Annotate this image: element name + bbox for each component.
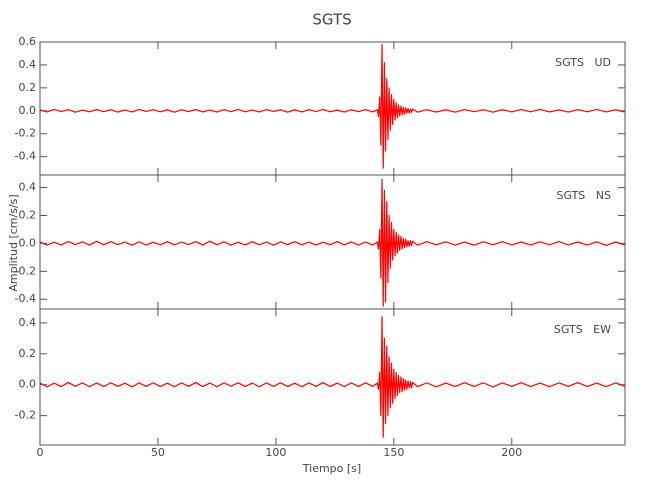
x-axis-label: Tiempo [s] [302, 462, 361, 475]
y-tick-label: 0.0 [19, 378, 37, 391]
y-tick-label: 0.0 [19, 104, 37, 117]
y-tick-label: 0.6 [19, 35, 37, 48]
y-tick-label: 0.4 [19, 181, 37, 194]
y-tick-label: -0.4 [15, 292, 36, 305]
y-tick-label: -0.4 [15, 150, 36, 163]
panel-frame [39, 308, 626, 446]
y-tick-label: 0.0 [19, 236, 37, 249]
waveform [39, 178, 626, 307]
x-tick-label: 50 [151, 446, 165, 459]
panel-frame [39, 41, 626, 176]
panel-label: SGTS UD [555, 56, 611, 69]
y-tick-label: 0.2 [19, 208, 37, 221]
x-tick-label: 100 [265, 446, 286, 459]
x-tick-label: 150 [383, 446, 404, 459]
y-tick-label: 0.2 [19, 347, 37, 360]
waveform [39, 43, 626, 169]
y-tick-label: 0.2 [19, 81, 37, 94]
y-tick-label: -0.2 [15, 264, 36, 277]
y-tick-label: 0.4 [19, 58, 37, 71]
y-tick-label: -0.2 [15, 127, 36, 140]
panel-label: SGTS EW [554, 323, 611, 336]
y-tick-label: 0.4 [19, 316, 37, 329]
panel-frame [39, 174, 626, 310]
panel-label: SGTS NS [556, 189, 611, 202]
chart-title: SGTS [312, 11, 351, 29]
x-tick-label: 200 [501, 446, 522, 459]
x-tick-label: 0 [37, 446, 44, 459]
y-tick-label: -0.2 [15, 409, 36, 422]
y-axis-label: Amplitud [cm/s/s] [7, 194, 20, 291]
waveform [39, 316, 626, 438]
